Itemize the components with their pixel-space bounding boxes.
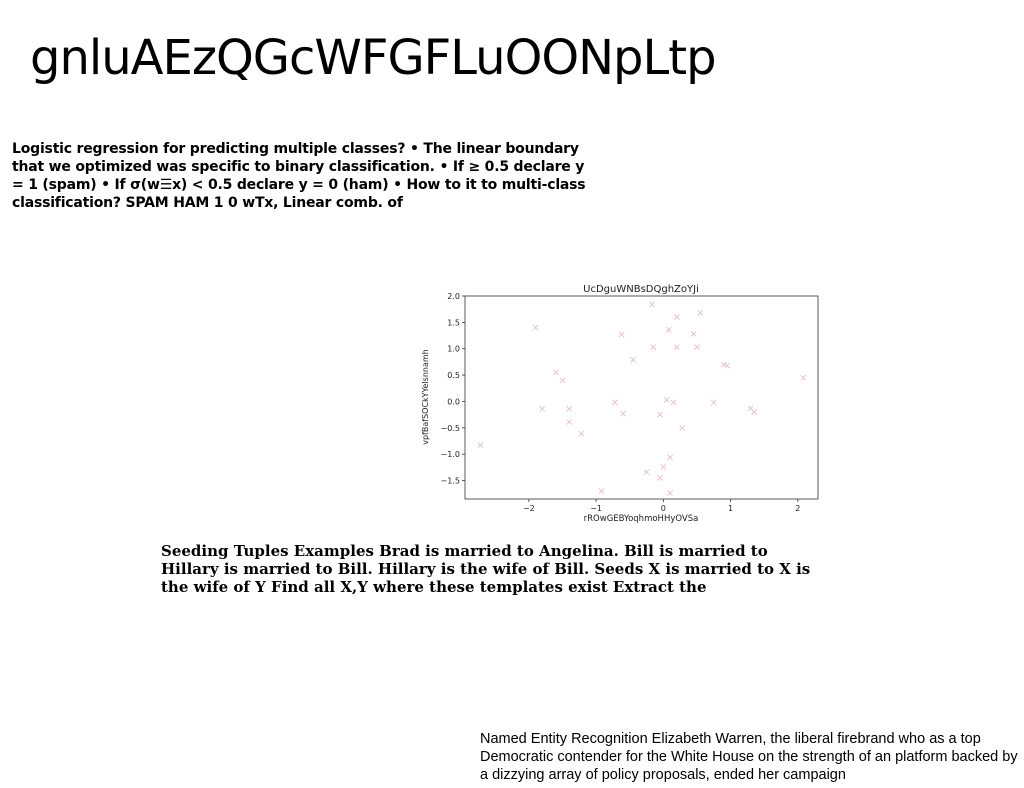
scatter-point xyxy=(710,399,717,406)
y-tick-label: 2.0 xyxy=(447,292,460,301)
scatter-point xyxy=(618,331,625,338)
scatter-point xyxy=(630,356,637,363)
scatter-point xyxy=(667,454,674,461)
scatter-point xyxy=(694,344,700,351)
y-tick-label: −0.5 xyxy=(441,424,460,433)
scatter-point xyxy=(598,488,605,495)
scatter-point xyxy=(724,362,731,369)
scatter-point xyxy=(578,430,585,437)
scatter-point xyxy=(611,399,618,406)
x-axis-label: rROwGEBYoqhmoHHyOVSa xyxy=(584,514,699,524)
scatter-point xyxy=(539,405,546,412)
scatter-point xyxy=(643,469,650,476)
x-tick-label: 1 xyxy=(728,504,733,513)
scatter-point xyxy=(679,424,686,431)
named-entity-recognition-text: Named Entity Recognition Elizabeth Warre… xyxy=(480,731,1018,783)
scatter-point xyxy=(667,490,674,497)
x-tick-label: −2 xyxy=(523,504,535,513)
scatter-point xyxy=(660,463,667,470)
y-tick-label: 0.0 xyxy=(447,397,460,406)
x-axis: −2 −1 0 1 2 xyxy=(523,499,800,513)
scatter-points xyxy=(477,301,807,497)
scatter-point xyxy=(552,369,559,376)
scatter-point xyxy=(751,409,758,415)
scatter-point xyxy=(657,411,663,418)
y-axis: −1.5 −1.0 −0.5 0.0 0.5 1.0 1.5 2.0 xyxy=(441,292,465,486)
y-tick-label: −1.0 xyxy=(441,450,460,459)
scatter-point xyxy=(697,309,704,316)
y-tick-label: 1.0 xyxy=(447,345,460,354)
x-tick-label: −1 xyxy=(590,504,602,513)
scatter-point xyxy=(673,344,680,351)
scatter-chart: UcDguWNBsDQghZoYJi −2 −1 0 1 2 −1.5 −1.0 −0.5 0… xyxy=(421,284,819,524)
chart-title: UcDguWNBsDQghZoYJi xyxy=(583,284,699,295)
scatter-point xyxy=(650,344,657,351)
page-title: gnluAEzQGcWFGFLuOONpLtp xyxy=(30,30,717,86)
scatter-point xyxy=(657,474,663,481)
scatter-point xyxy=(477,442,484,449)
y-tick-label: −1.5 xyxy=(441,477,460,486)
scatter-point xyxy=(720,361,727,368)
x-tick-label: 2 xyxy=(795,504,800,513)
scatter-point xyxy=(532,324,539,331)
scatter-point xyxy=(690,331,697,337)
scatter-point xyxy=(663,396,670,403)
scatter-point xyxy=(670,399,677,406)
scatter-point xyxy=(566,419,573,425)
y-tick-label: 1.5 xyxy=(447,318,460,327)
scatter-point xyxy=(800,374,807,381)
seeding-tuples-text: Seeding Tuples Examples Brad is married … xyxy=(161,542,811,596)
y-tick-label: 0.5 xyxy=(447,371,460,380)
scatter-point xyxy=(559,377,566,384)
scatter-point xyxy=(673,314,680,321)
plot-frame xyxy=(464,295,819,500)
scatter-point xyxy=(566,405,573,412)
scatter-point xyxy=(620,410,626,417)
logistic-regression-text: Logistic regression for predicting multi… xyxy=(12,141,586,211)
x-tick-label: 0 xyxy=(661,504,666,513)
y-axis-label: vpfBafSOCkYYeIsnnamh xyxy=(421,349,430,445)
scatter-point xyxy=(665,326,672,333)
scatter-point xyxy=(648,301,655,308)
